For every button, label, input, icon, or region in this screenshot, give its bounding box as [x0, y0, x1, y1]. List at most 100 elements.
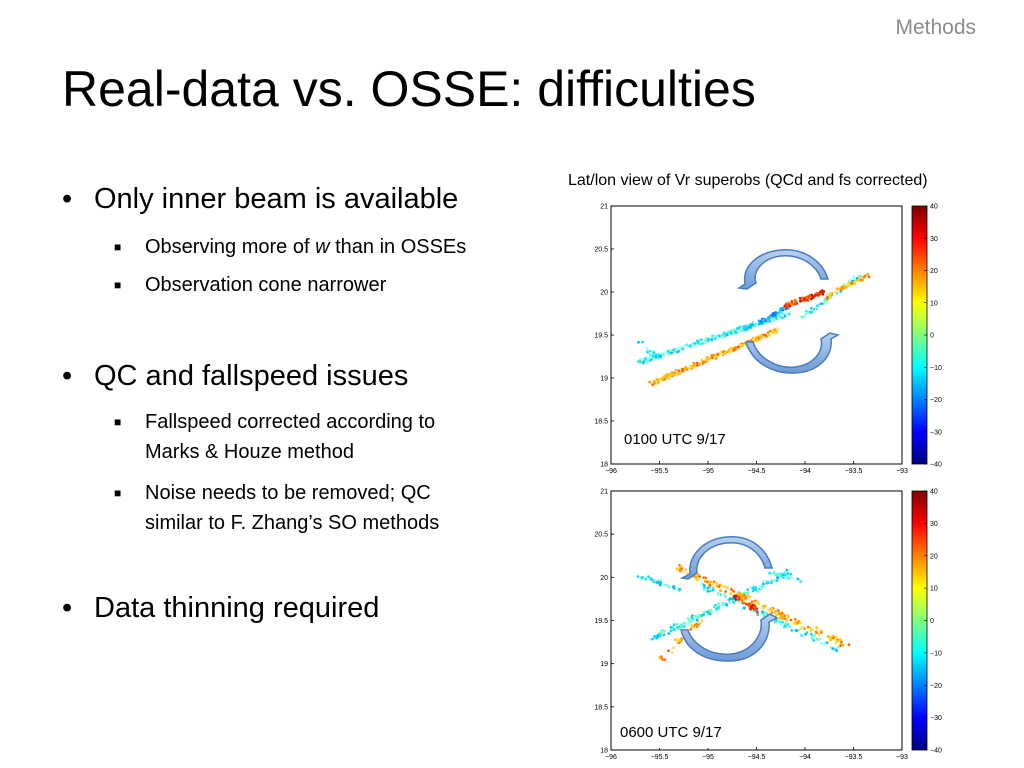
vr-point — [657, 380, 660, 384]
vr-point — [810, 295, 814, 299]
vr-point — [842, 287, 846, 290]
vr-point — [746, 588, 749, 591]
vr-point — [764, 611, 768, 615]
vr-point — [707, 338, 710, 341]
x-tick-label: −93 — [896, 468, 908, 475]
vr-point — [687, 619, 691, 623]
vr-point — [749, 326, 753, 330]
vr-point — [683, 631, 687, 635]
vr-point — [706, 337, 710, 340]
vr-point — [716, 336, 719, 339]
vr-point — [772, 319, 776, 323]
vr-point — [763, 615, 766, 618]
vr-point — [764, 333, 767, 337]
vr-point — [648, 357, 651, 361]
vr-point — [763, 604, 767, 608]
vr-point — [846, 284, 850, 288]
vr-point — [693, 575, 697, 579]
vr-point — [806, 296, 810, 300]
vr-point — [731, 596, 735, 600]
vr-point — [751, 586, 755, 590]
vr-point — [661, 632, 665, 635]
vr-point — [717, 592, 721, 595]
vr-point — [842, 285, 846, 288]
vr-point — [740, 592, 744, 596]
vr-point — [729, 592, 733, 596]
vr-point — [739, 343, 742, 347]
vr-point — [694, 363, 698, 367]
vr-point — [649, 355, 653, 359]
vr-point — [771, 316, 775, 320]
vr-point — [655, 635, 659, 639]
vr-point — [705, 580, 709, 584]
vr-point — [804, 632, 807, 636]
vr-point — [648, 380, 651, 384]
vr-point — [800, 315, 804, 319]
vr-point — [787, 615, 790, 619]
vr-point — [783, 572, 787, 576]
vr-point — [742, 601, 746, 605]
vr-point — [809, 629, 813, 633]
vr-point — [783, 625, 786, 629]
vr-point — [770, 579, 773, 582]
vr-point — [777, 573, 780, 577]
vr-point — [775, 614, 778, 617]
vr-point — [761, 605, 765, 608]
vr-point — [669, 349, 673, 353]
vr-point — [831, 637, 835, 640]
vr-point — [834, 290, 838, 294]
vr-point — [751, 339, 755, 342]
vr-point — [722, 334, 726, 337]
vr-point — [800, 634, 803, 637]
vr-point — [787, 624, 791, 627]
vr-point — [826, 293, 830, 296]
vr-point — [753, 585, 757, 588]
vr-point — [763, 319, 767, 323]
vr-point — [672, 646, 675, 650]
vr-point — [757, 322, 761, 326]
vr-point — [672, 372, 676, 376]
vr-point — [765, 317, 769, 321]
vr-point — [691, 619, 695, 623]
vr-point — [680, 567, 683, 570]
vr-point — [700, 614, 704, 618]
vr-point — [831, 634, 835, 638]
vr-point — [819, 629, 823, 633]
vr-point — [829, 292, 833, 296]
vr-point — [677, 346, 681, 350]
vr-point — [755, 600, 759, 603]
vr-point — [828, 295, 831, 298]
vr-point — [817, 633, 821, 636]
vr-point — [704, 341, 708, 344]
vr-point — [718, 351, 722, 355]
vr-point — [732, 598, 735, 602]
vr-point — [768, 571, 772, 575]
vr-point — [645, 360, 649, 364]
panel-0600: −96 −95.5 −95 −94.5 −94 −93.5 −93 21 20.5 20 19.5 1… — [594, 489, 942, 762]
vr-point — [705, 358, 709, 362]
vr-point — [678, 625, 681, 629]
vr-point — [733, 329, 737, 333]
vr-point — [690, 616, 693, 620]
vr-point — [776, 609, 780, 613]
vr-point — [745, 343, 748, 346]
vr-point — [677, 349, 681, 353]
vr-point — [639, 360, 643, 363]
vr-point — [696, 362, 700, 366]
vr-point — [858, 277, 861, 281]
vr-point — [675, 638, 678, 642]
vr-point — [745, 340, 748, 344]
bullet-text: QC and fallspeed issues — [94, 360, 409, 392]
vr-point — [676, 372, 680, 376]
sub-bullet-line: Marks & Houze method — [145, 441, 354, 463]
vr-point — [779, 575, 782, 578]
bullet-dot-icon: • — [62, 360, 73, 392]
vr-point — [776, 311, 780, 315]
vr-point — [850, 282, 854, 285]
vr-point — [740, 343, 744, 347]
vr-point — [659, 355, 662, 359]
curved-arrow-icon — [736, 249, 830, 290]
vr-point — [678, 372, 682, 375]
vr-point — [774, 617, 778, 621]
vr-point — [858, 276, 862, 279]
